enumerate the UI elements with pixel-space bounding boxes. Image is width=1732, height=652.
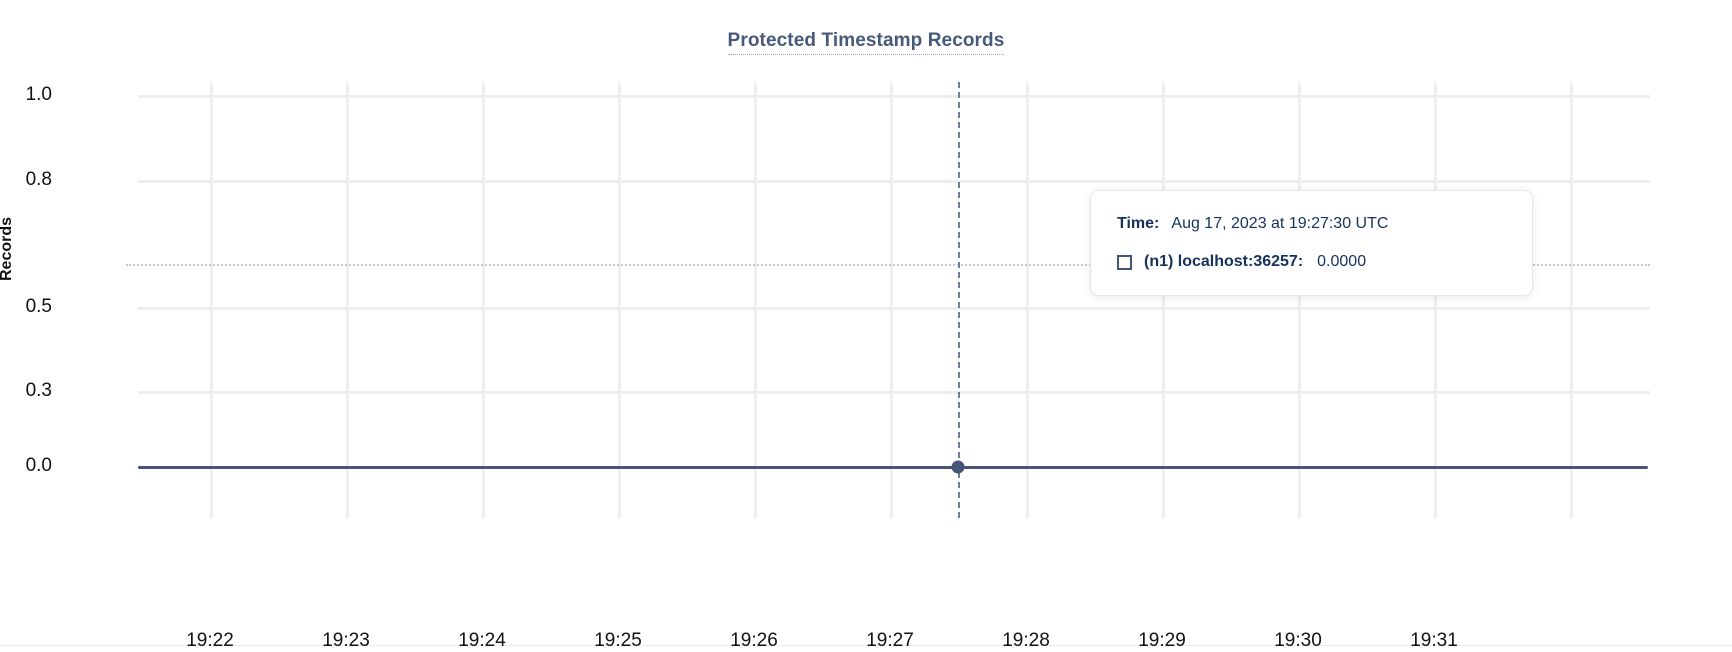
tooltip-series-name: (n1) localhost:36257: <box>1144 253 1304 270</box>
tooltip-time-value: Aug 17, 2023 at 19:27:30 UTC <box>1171 215 1389 232</box>
chart-title-text: Protected Timestamp Records <box>727 30 1005 55</box>
series-swatch-icon <box>1117 254 1132 270</box>
gridline-vertical <box>1026 83 1029 518</box>
crosshair-vertical-line <box>958 82 960 518</box>
x-tick-label: 19:31 <box>1410 630 1458 651</box>
gridline-horizontal <box>138 95 1650 98</box>
tooltip-series-value: 0.0000 <box>1317 253 1367 270</box>
gridline-vertical <box>482 83 485 518</box>
y-tick-label: 0.8 <box>25 168 52 190</box>
gridline-vertical <box>754 83 757 518</box>
highlighted-data-point[interactable] <box>951 460 965 474</box>
gridline-vertical <box>618 83 621 518</box>
gridline-vertical <box>346 83 349 518</box>
gridline-vertical <box>210 83 213 518</box>
tooltip-time-label: Time: <box>1117 215 1160 232</box>
series-line-localhost-36257 <box>138 466 1648 469</box>
y-tick-label: 0.3 <box>25 380 52 402</box>
gridline-horizontal <box>138 306 1650 310</box>
gridline-vertical <box>890 83 893 518</box>
gridline-horizontal <box>138 179 1650 183</box>
gridline-vertical <box>1434 83 1437 518</box>
gridline-vertical <box>1570 83 1573 518</box>
gridline-horizontal <box>138 391 1650 395</box>
gridline-vertical <box>1298 83 1301 518</box>
page-title: Protected Timestamp Records <box>0 30 1732 55</box>
y-tick-label: 0.0 <box>25 455 52 476</box>
y-tick-label: 1.0 <box>25 84 52 105</box>
tooltip-series-row: (n1) localhost:36257: 0.0000 <box>1117 253 1506 271</box>
chart-tooltip: Time: Aug 17, 2023 at 19:27:30 UTC (n1) … <box>1090 190 1533 296</box>
hover-value-line <box>126 264 1650 266</box>
tooltip-time-row: Time: Aug 17, 2023 at 19:27:30 UTC <box>1117 215 1506 233</box>
gridline-vertical <box>1162 83 1165 518</box>
y-tick-label: 0.5 <box>25 295 52 317</box>
y-axis-label: Records <box>0 216 15 281</box>
plot-area[interactable]: 1.0 0.8 0.5 0.3 0.0 19:22 19:23 19:24 19… <box>26 82 1650 651</box>
